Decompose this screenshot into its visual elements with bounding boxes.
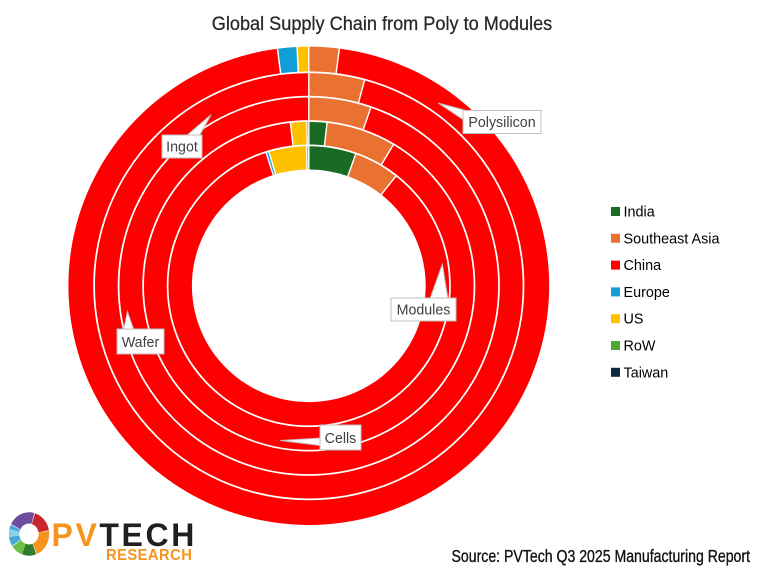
svg-text:Polysilicon: Polysilicon [468, 115, 535, 131]
svg-text:India: India [624, 205, 655, 221]
svg-text:Wafer: Wafer [122, 335, 160, 351]
svg-text:US: US [624, 312, 644, 328]
svg-text:Southeast Asia: Southeast Asia [624, 231, 720, 247]
svg-text:RoW: RoW [624, 339, 656, 355]
svg-text:Modules: Modules [397, 302, 451, 318]
svg-text:Taiwan: Taiwan [624, 365, 669, 381]
svg-text:Europe: Europe [624, 285, 670, 301]
svg-text:China: China [624, 258, 662, 274]
svg-text:Ingot: Ingot [166, 139, 198, 155]
svg-text:Cells: Cells [325, 431, 357, 447]
